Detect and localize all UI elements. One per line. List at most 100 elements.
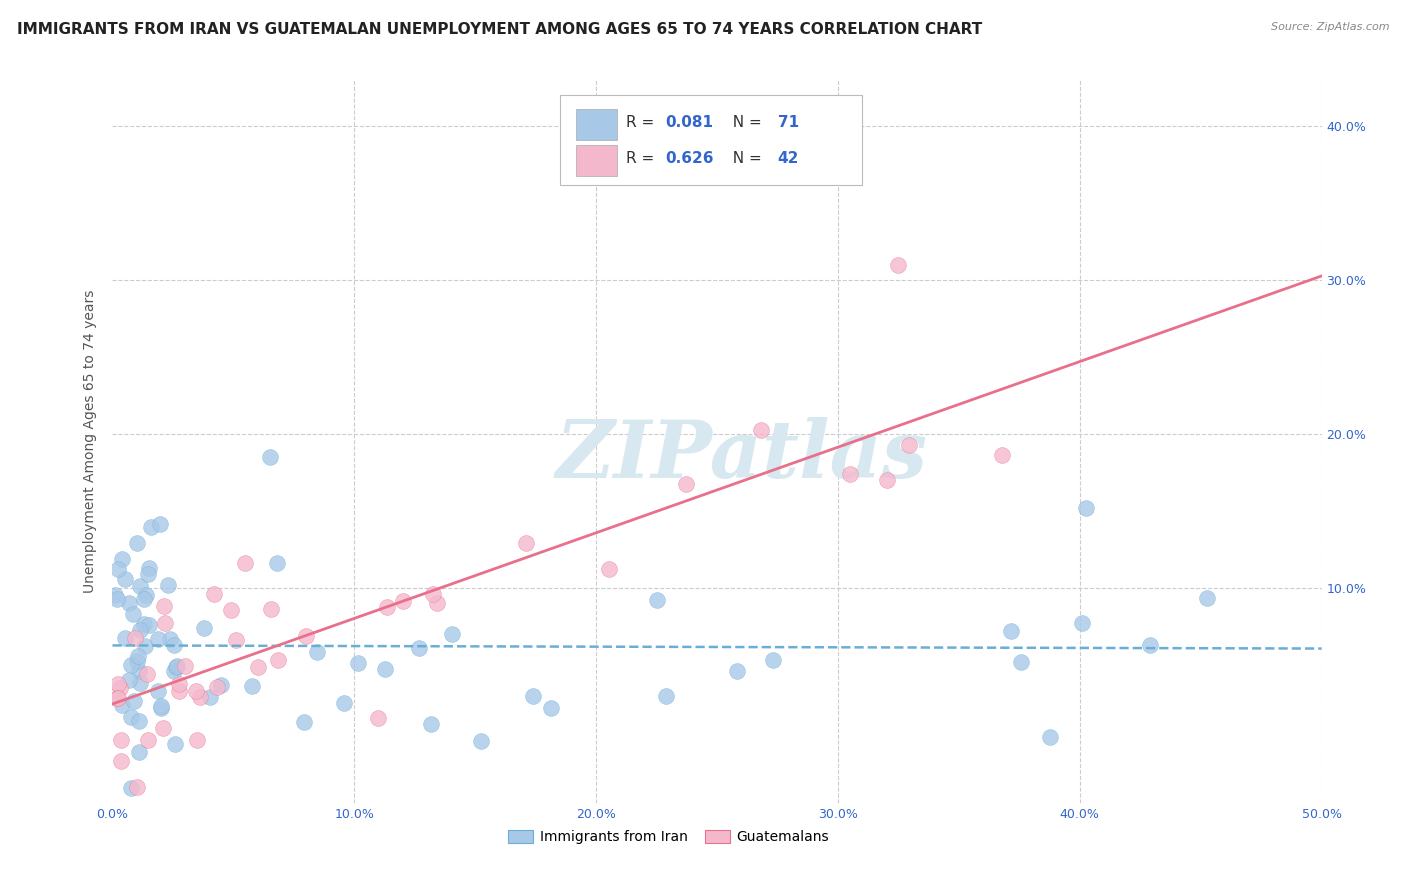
Point	[198, 690, 221, 704]
Point	[295, 629, 318, 643]
Point	[675, 476, 697, 491]
Text: ZIPatlas: ZIPatlas	[555, 417, 928, 495]
Point	[136, 666, 159, 681]
Point	[107, 561, 129, 575]
Point	[134, 639, 156, 653]
Point	[111, 698, 134, 712]
Point	[240, 679, 263, 693]
Point	[186, 733, 208, 747]
Point	[138, 561, 160, 575]
Point	[129, 675, 152, 690]
Point	[152, 721, 174, 735]
Point	[420, 716, 443, 731]
Point	[408, 640, 430, 655]
Point	[159, 632, 181, 646]
Point	[1197, 591, 1219, 605]
Point	[193, 621, 215, 635]
Point	[1070, 616, 1092, 631]
Point	[120, 709, 142, 723]
Point	[441, 626, 464, 640]
Point	[118, 673, 141, 688]
Point	[128, 714, 150, 728]
Point	[887, 258, 910, 272]
Text: 0.081: 0.081	[665, 115, 713, 130]
Point	[110, 733, 132, 747]
Point	[107, 690, 129, 705]
Point	[204, 587, 226, 601]
Point	[105, 592, 128, 607]
Point	[108, 681, 131, 695]
Point	[120, 781, 142, 796]
Point	[392, 594, 415, 608]
Point	[470, 733, 492, 747]
Text: 71: 71	[778, 115, 799, 130]
Point	[127, 649, 149, 664]
Point	[1010, 655, 1032, 669]
Point	[225, 632, 247, 647]
Point	[422, 587, 444, 601]
Point	[107, 690, 129, 705]
Point	[163, 638, 186, 652]
Point	[120, 657, 142, 672]
Text: R =: R =	[626, 151, 659, 166]
Point	[991, 448, 1014, 462]
Point	[346, 656, 368, 670]
Point	[233, 556, 256, 570]
Point	[122, 694, 145, 708]
Point	[876, 474, 898, 488]
Text: N =: N =	[723, 151, 766, 166]
Point	[540, 701, 562, 715]
Point	[375, 599, 398, 614]
Point	[136, 732, 159, 747]
Point	[654, 690, 676, 704]
Legend: Immigrants from Iran, Guatemalans: Immigrants from Iran, Guatemalans	[502, 824, 835, 850]
Point	[762, 653, 785, 667]
Text: 42: 42	[778, 151, 799, 166]
Point	[267, 653, 290, 667]
Point	[515, 536, 537, 550]
Text: IMMIGRANTS FROM IRAN VS GUATEMALAN UNEMPLOYMENT AMONG AGES 65 TO 74 YEARS CORREL: IMMIGRANTS FROM IRAN VS GUATEMALAN UNEMP…	[17, 22, 983, 37]
Point	[426, 596, 449, 610]
Point	[246, 660, 269, 674]
Point	[209, 677, 232, 691]
Point	[104, 588, 127, 602]
Point	[259, 450, 281, 464]
Point	[1038, 730, 1060, 744]
Point	[188, 690, 211, 704]
Point	[1074, 501, 1097, 516]
Point	[598, 562, 620, 576]
Point	[138, 618, 160, 632]
FancyBboxPatch shape	[575, 145, 617, 176]
Point	[645, 592, 668, 607]
Point	[367, 710, 389, 724]
Point	[129, 623, 152, 637]
Point	[128, 664, 150, 678]
Point	[749, 423, 772, 437]
Point	[260, 601, 283, 615]
Point	[134, 617, 156, 632]
Point	[149, 517, 172, 532]
Point	[332, 696, 354, 710]
Point	[107, 677, 129, 691]
Point	[173, 659, 195, 673]
Point	[134, 592, 156, 607]
Point	[205, 680, 228, 694]
Point	[128, 745, 150, 759]
Point	[1139, 638, 1161, 652]
Point	[186, 684, 208, 698]
Point	[118, 596, 141, 610]
FancyBboxPatch shape	[575, 109, 617, 139]
Point	[111, 552, 134, 566]
Point	[114, 631, 136, 645]
Point	[150, 701, 173, 715]
Point	[114, 572, 136, 586]
Text: Source: ZipAtlas.com: Source: ZipAtlas.com	[1271, 22, 1389, 32]
Point	[167, 677, 190, 691]
Point	[127, 780, 149, 795]
Point	[897, 437, 920, 451]
Point	[135, 588, 157, 602]
Point	[165, 660, 187, 674]
Point	[125, 654, 148, 668]
Point	[266, 557, 288, 571]
Text: N =: N =	[723, 115, 766, 130]
